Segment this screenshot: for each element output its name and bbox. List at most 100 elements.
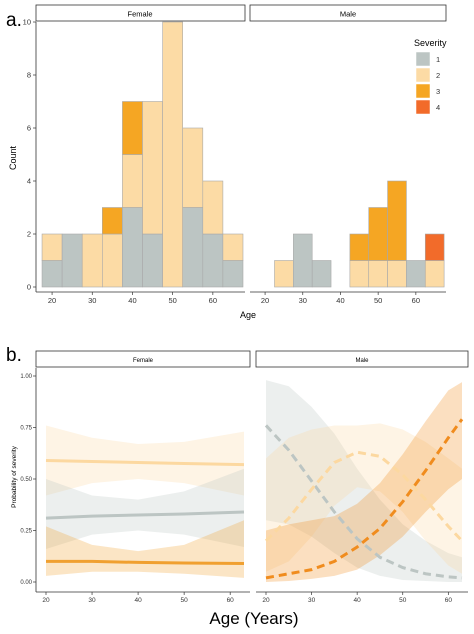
histogram-y-axis: 0 2 4 6 8 10 [23,18,37,292]
histogram-bar-severity-1 [142,233,163,288]
probability-line-3 [46,559,245,565]
confidence-band-3 [266,382,462,582]
histogram-bar-severity-3 [102,207,123,235]
y-tick-label: 8 [27,71,31,80]
panel-b-label: b. [6,345,22,366]
probability-line-1 [45,458,245,467]
confidence-band-2 [46,468,244,550]
histogram-bar-severity-1 [293,233,313,288]
x-tick-label: 20 [261,296,269,305]
facet-strip-male-a [249,4,447,22]
y-tick-label: 0.50 [20,477,32,483]
panel-a-x-label: Age [240,310,256,320]
legend-label-severity-3: 3 [436,87,440,96]
histogram-bar-severity-1 [182,207,204,288]
histogram-bar-severity-1 [61,233,83,288]
histogram-bar-severity-1 [41,260,63,288]
facet-strip-female-b [35,350,251,368]
y-tick-label: 4 [27,177,31,186]
plot-area [256,368,468,592]
y-tick-label: 1.00 [20,374,32,380]
histogram-female: 20 30 40 50 60 [36,21,245,305]
histogram-bar-severity-1 [122,207,143,288]
facet-strip-female-a [35,4,246,22]
y-tick-label: 2 [27,230,31,239]
x-tick-label: 50 [399,597,407,604]
panel-a-y-label: Count [8,146,18,171]
y-tick-label: 10 [23,18,31,27]
x-tick-label: 30 [299,296,307,305]
y-tick-label: 6 [27,124,31,133]
x-tick-label: 60 [209,296,217,305]
y-tick-label: 0 [27,283,31,292]
legend-label-severity-4: 4 [436,103,440,112]
histogram-bar-severity-3 [387,180,407,261]
probability-line-2 [45,510,245,520]
x-tick-label: 50 [374,296,382,305]
x-tick-label: 50 [168,296,176,305]
legend-swatch-severity-1 [415,51,431,67]
panel-a-label: a. [6,10,22,31]
facet-label-female-a: Female [127,10,152,19]
y-tick-label: 0.25 [20,529,32,535]
probability-line-1 [264,424,463,580]
facet-label-male-b: Male [355,358,369,364]
x-tick-label: 60 [412,296,420,305]
histogram-bar-severity-2 [102,233,123,288]
legend-swatch-severity-4 [415,99,431,115]
legend-swatch-severity-3 [415,83,431,99]
legend-label-severity-2: 2 [436,71,440,80]
histogram-bar-severity-2 [222,233,244,261]
plot-area [250,22,446,292]
histogram-bar-severity-3 [122,101,143,155]
histogram-bar-severity-2 [182,127,204,208]
histogram-bar-severity-2 [387,260,407,288]
histogram-bar-severity-1 [222,260,244,288]
histogram-bar-severity-1 [406,260,426,288]
facet-strip-male-b [255,350,469,368]
severity-legend: Severity 1 2 3 4 [414,38,447,115]
histogram-bar-severity-3 [349,233,370,261]
x-tick-label: 40 [354,597,362,604]
x-tick-label: 50 [181,597,189,604]
histogram-bar-severity-2 [349,260,370,288]
histogram-bar-severity-2 [142,101,163,235]
probability-male: 20 30 40 50 60 [256,368,468,604]
histogram-bar-severity-1 [202,233,224,288]
histogram-male: 20 30 40 50 60 [250,22,446,305]
facet-label-male-a: Male [340,10,356,19]
facet-label-female-b: Female [133,358,154,364]
x-tick-label: 60 [445,597,453,604]
x-tick-label: 20 [262,597,270,604]
x-tick-label: 20 [48,296,56,305]
legend-title: Severity [414,38,447,48]
y-tick-label: 0.00 [20,580,32,586]
histogram-bar-severity-2 [41,233,63,261]
histogram-bar-severity-2 [368,260,388,288]
x-tick-label: 40 [134,597,142,604]
x-tick-label: 40 [128,296,136,305]
histogram-bar-severity-2 [424,260,445,288]
x-tick-label: 30 [88,296,96,305]
legend-swatch-severity-2 [415,67,431,83]
probability-y-axis: 0.00 0.25 0.50 0.75 1.00 [20,368,37,592]
x-tick-label: 20 [42,597,50,604]
probability-female: 20 30 40 50 60 [36,368,250,604]
confidence-band-1 [46,425,244,496]
histogram-bar-severity-2 [202,180,224,235]
x-tick-label: 30 [308,597,316,604]
panel-b-y-label: Probability of severity [11,445,18,508]
histogram-bar-severity-4 [424,233,445,261]
histogram-bar-severity-2 [274,260,294,288]
plot-area [36,368,250,592]
x-tick-label: 30 [88,597,96,604]
histogram-bar-severity-1 [311,260,332,288]
confidence-band-2 [266,423,462,574]
x-tick-label: 60 [227,597,235,604]
legend-label-severity-1: 1 [436,55,440,64]
histogram-bar-severity-2 [81,233,103,288]
histogram-bar-severity-2 [122,154,143,208]
y-tick-label: 0.75 [20,426,32,432]
panel-b-x-label: Age (Years) [209,609,298,628]
